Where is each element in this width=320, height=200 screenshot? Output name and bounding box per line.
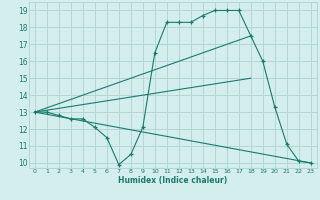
X-axis label: Humidex (Indice chaleur): Humidex (Indice chaleur) <box>118 176 228 185</box>
